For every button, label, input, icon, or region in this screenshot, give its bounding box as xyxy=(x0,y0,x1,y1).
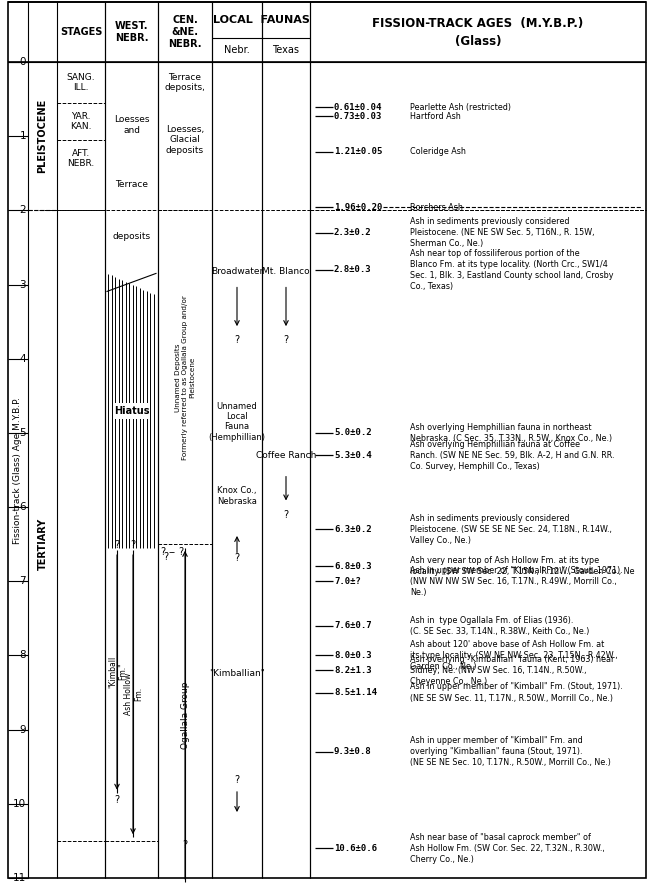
Text: "Kimballian": "Kimballian" xyxy=(209,669,265,679)
Text: (Glass): (Glass) xyxy=(455,35,501,49)
Text: Loesses
and: Loesses and xyxy=(114,115,150,135)
Text: CEN.
&NE.
NEBR.: CEN. &NE. NEBR. xyxy=(168,15,202,49)
Text: ?: ? xyxy=(283,335,289,345)
Text: Texas: Texas xyxy=(272,45,300,55)
Text: 2.3±0.2: 2.3±0.2 xyxy=(334,228,372,237)
Text: 8: 8 xyxy=(20,651,26,660)
Bar xyxy=(114,402,150,419)
Text: Ash in sediments previously considered
Pleistocene. (NE NE SW Sec. 5, T16N., R. : Ash in sediments previously considered P… xyxy=(410,217,595,248)
Text: 4: 4 xyxy=(20,354,26,363)
Text: ?: ? xyxy=(283,509,289,520)
Text: 1.21±0.05: 1.21±0.05 xyxy=(334,148,382,156)
Text: Ash near top of fossiliferous portion of the
Blanco Fm. at its type locality. (N: Ash near top of fossiliferous portion of… xyxy=(410,248,614,291)
Text: WEST.
NEBR.: WEST. NEBR. xyxy=(115,21,148,42)
Text: Terrace: Terrace xyxy=(115,180,148,189)
Text: 2: 2 xyxy=(20,205,26,216)
Text: Ash in upper member of "Kimball Fm." (Stout, 1971).
(NW NW NW SW Sec. 16, T.17N.: Ash in upper member of "Kimball Fm." (St… xyxy=(410,566,623,597)
Text: Ash in  type Ogallala Fm. of Elias (1936).
(C. SE Sec. 33, T.14N., R.38W., Keith: Ash in type Ogallala Fm. of Elias (1936)… xyxy=(410,616,590,636)
Text: 7.0±?: 7.0±? xyxy=(334,576,361,586)
Text: Ash overlying "Kimballian" fauna (Kent, 1963) near
Sidney, Ne. (NW SW Sec. 16, T: Ash overlying "Kimballian" fauna (Kent, … xyxy=(410,655,614,686)
Text: FISSION-TRACK AGES  (M.Y.B.P.): FISSION-TRACK AGES (M.Y.B.P.) xyxy=(372,18,584,31)
Text: ?: ? xyxy=(114,795,120,805)
Text: 0.61±0.04: 0.61±0.04 xyxy=(334,103,382,111)
Text: Terrace
deposits,: Terrace deposits, xyxy=(164,73,205,93)
Text: Hartford Ash: Hartford Ash xyxy=(410,111,461,120)
Text: Mt. Blanco: Mt. Blanco xyxy=(262,267,310,276)
Text: 3: 3 xyxy=(20,279,26,290)
Text: 0.73±0.03: 0.73±0.03 xyxy=(334,111,382,120)
Text: Ash in upper member of "Kimball" Fm. and
overlying "Kimballian" fauna (Stout, 19: Ash in upper member of "Kimball" Fm. and… xyxy=(410,736,611,767)
Text: Ash near base of "basal caprock member" of
Ash Hollow Fm. (SW Cor. Sec. 22, T.32: Ash near base of "basal caprock member" … xyxy=(410,833,604,864)
Text: Ash Hollow
Fm.: Ash Hollow Fm. xyxy=(124,673,144,715)
Text: "Kimball
Fm.": "Kimball Fm." xyxy=(109,655,127,688)
Text: 8.2±1.3: 8.2±1.3 xyxy=(334,666,372,674)
Text: LOCAL  FAUNAS: LOCAL FAUNAS xyxy=(213,15,309,25)
Text: SANG.
ILL.: SANG. ILL. xyxy=(67,72,96,92)
Text: 5.0±0.2: 5.0±0.2 xyxy=(334,429,372,438)
Text: Loesses,
Glacial
deposits: Loesses, Glacial deposits xyxy=(166,125,204,155)
Text: Broadwater: Broadwater xyxy=(211,267,263,276)
Text: 6.8±0.3: 6.8±0.3 xyxy=(334,562,372,571)
Text: ?: ? xyxy=(235,552,240,562)
Text: ?: ? xyxy=(163,552,168,561)
Text: 11: 11 xyxy=(13,873,26,883)
Text: Nebr.: Nebr. xyxy=(224,45,250,55)
Text: Hiatus: Hiatus xyxy=(114,406,150,415)
Text: Ash very near top of Ash Hollow Fm. at its type
locality. (SW SW Sec. 22, T.15N.: Ash very near top of Ash Hollow Fm. at i… xyxy=(410,556,634,576)
Text: Coffee Ranch: Coffee Ranch xyxy=(256,451,316,460)
Text: STAGES: STAGES xyxy=(60,27,102,37)
Text: 7.6±0.7: 7.6±0.7 xyxy=(334,621,372,630)
Text: Ash in upper member of "Kimball" Fm. (Stout, 1971).
(NE SE SW Sec. 11, T.17N., R: Ash in upper member of "Kimball" Fm. (St… xyxy=(410,682,623,703)
Text: 2.8±0.3: 2.8±0.3 xyxy=(334,265,372,274)
Text: ?: ? xyxy=(235,335,240,345)
Text: Ash in sediments previously considered
Pleistocene. (SW SE SE NE Sec. 24, T.18N.: Ash in sediments previously considered P… xyxy=(410,514,612,545)
Text: PLEISTOCENE: PLEISTOCENE xyxy=(38,99,47,173)
Text: Pearlette Ash (restricted): Pearlette Ash (restricted) xyxy=(410,103,511,111)
Text: Coleridge Ash: Coleridge Ash xyxy=(410,148,466,156)
Text: ?: ? xyxy=(114,540,120,550)
Text: TERTIARY: TERTIARY xyxy=(38,518,47,570)
Text: 7: 7 xyxy=(20,576,26,586)
Text: 5.3±0.4: 5.3±0.4 xyxy=(334,451,372,460)
Text: 1.96±0.20: 1.96±0.20 xyxy=(334,203,382,212)
Text: Ash overlying Hemphillian fauna in northeast
Nebraska. (C Sec. 35, T.33N., R.5W.: Ash overlying Hemphillian fauna in north… xyxy=(410,423,612,443)
Text: ?: ? xyxy=(161,546,166,557)
Text: 1: 1 xyxy=(20,131,26,141)
Text: 8.0±0.3: 8.0±0.3 xyxy=(334,651,372,660)
Text: 10: 10 xyxy=(13,799,26,809)
Text: 6.3±0.2: 6.3±0.2 xyxy=(334,525,372,534)
Text: Unnamed
Local
Fauna
(Hemphillian): Unnamed Local Fauna (Hemphillian) xyxy=(209,401,265,442)
Text: --: -- xyxy=(168,546,176,557)
Text: 8.5±1.14: 8.5±1.14 xyxy=(334,688,377,697)
Text: Unnamed Deposits
Formerly referred to as Ogallala Group and/or
Pleistocene: Unnamed Deposits Formerly referred to as… xyxy=(175,295,195,460)
Text: Borchers Ash: Borchers Ash xyxy=(410,203,463,212)
Text: 5: 5 xyxy=(20,428,26,438)
Text: YAR.
KAN.: YAR. KAN. xyxy=(70,111,92,131)
Text: ?: ? xyxy=(183,840,188,850)
Text: 10.6±0.6: 10.6±0.6 xyxy=(334,844,377,853)
Text: 0: 0 xyxy=(20,57,26,67)
Text: AFT.
NEBR.: AFT. NEBR. xyxy=(68,149,95,168)
Text: 6: 6 xyxy=(20,502,26,512)
Text: Knox Co.,
Nebraska: Knox Co., Nebraska xyxy=(217,486,257,506)
Text: ?: ? xyxy=(179,546,183,557)
Text: deposits: deposits xyxy=(112,232,151,240)
Text: Ogallala Group: Ogallala Group xyxy=(181,681,190,749)
Text: ?: ? xyxy=(131,540,136,550)
Text: ?: ? xyxy=(235,775,240,785)
Text: 9: 9 xyxy=(20,725,26,735)
Text: Fission-track (Glass) Age M.Y.B.P.: Fission-track (Glass) Age M.Y.B.P. xyxy=(14,397,23,544)
Text: 9.3±0.8: 9.3±0.8 xyxy=(334,747,372,757)
Text: Ash about 120' above base of Ash Hollow Fm. at
its type locality. (SW NE NW Sec.: Ash about 120' above base of Ash Hollow … xyxy=(410,640,618,671)
Text: Ash overlying Hemphillian fauna at Coffee
Ranch. (SW NE NE Sec. 59, Blk. A-2, H : Ash overlying Hemphillian fauna at Coffe… xyxy=(410,439,614,471)
